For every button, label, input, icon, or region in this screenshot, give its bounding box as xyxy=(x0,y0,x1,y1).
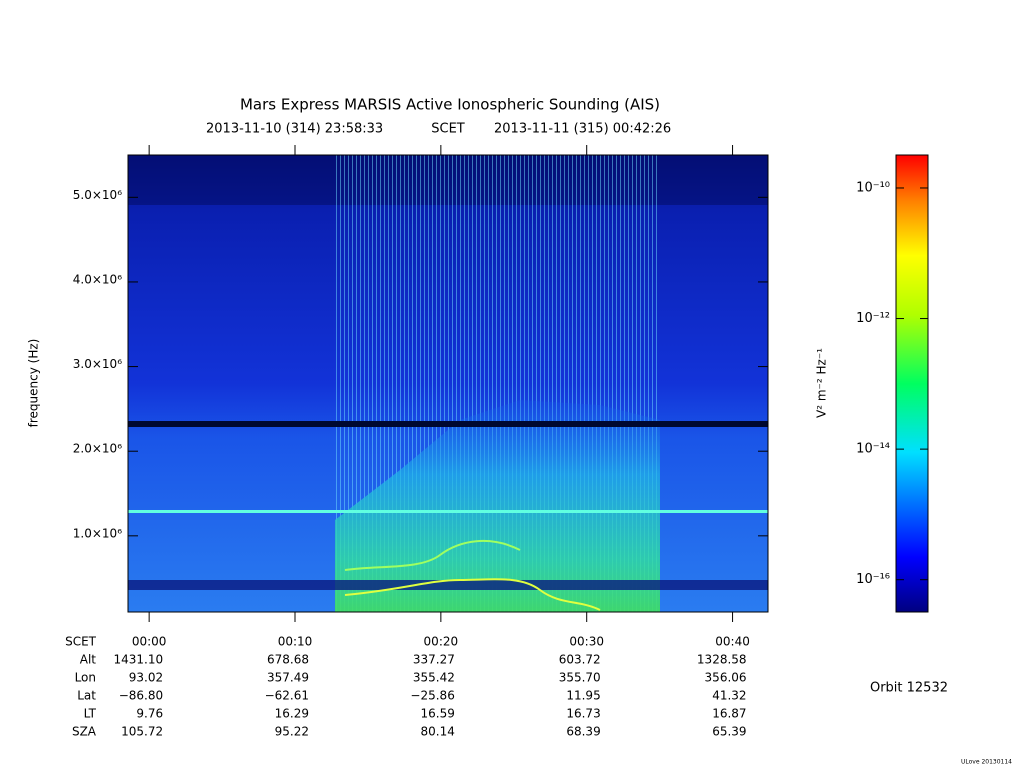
ephemeris-value: 337.27 xyxy=(413,653,455,667)
ephemeris-value: 603.72 xyxy=(559,653,601,667)
plot-frame xyxy=(127,154,769,613)
ephemeris-value: 1328.58 xyxy=(697,653,747,667)
ephemeris-label: SCET xyxy=(65,635,97,649)
ephemeris-value: 355.70 xyxy=(559,671,601,685)
ephemeris-label: Lon xyxy=(75,671,96,685)
ephemeris-value: 16.87 xyxy=(712,707,746,721)
ephemeris-value: 41.32 xyxy=(712,689,746,703)
start-time: 2013-11-10 (314) 23:58:33 xyxy=(206,122,383,137)
credit: ULove 20130114 xyxy=(961,759,1012,766)
ephemeris-value: 678.68 xyxy=(267,653,309,667)
colorbar-tick-label: 10⁻¹⁶ xyxy=(856,572,890,587)
ephemeris-label: SZA xyxy=(72,725,97,739)
ephemeris-value: 80.14 xyxy=(420,725,454,739)
x-tick-label: 00:00 xyxy=(132,635,167,649)
ephemeris-value: 16.73 xyxy=(566,707,600,721)
ephemeris-value: 105.72 xyxy=(121,725,163,739)
ephemeris-label: LT xyxy=(84,707,97,721)
x-tick-label: 00:30 xyxy=(569,635,604,649)
x-tick-label: 00:10 xyxy=(278,635,313,649)
colorbar-label: V² m⁻² Hz⁻¹ xyxy=(815,348,829,418)
chart-title: Mars Express MARSIS Active Ionospheric S… xyxy=(240,96,660,114)
x-tick-label: 00:20 xyxy=(424,635,459,649)
y-tick-label: 1.0×10⁶ xyxy=(73,526,122,540)
ephemeris-value: 1431.10 xyxy=(114,653,164,667)
ephemeris-label: Alt xyxy=(80,653,97,667)
y-tick-label: 4.0×10⁶ xyxy=(73,272,122,286)
ephemeris-value: 356.06 xyxy=(705,671,747,685)
time-system: SCET xyxy=(431,122,465,137)
colorbar-tick-label: 10⁻¹⁰ xyxy=(856,180,890,195)
y-tick-label: 5.0×10⁶ xyxy=(73,188,122,202)
ephemeris-value: 9.76 xyxy=(136,707,163,721)
ephemeris-value: 93.02 xyxy=(129,671,163,685)
colorbar-tick-label: 10⁻¹² xyxy=(856,311,890,326)
ephemeris-value: 16.59 xyxy=(420,707,454,721)
x-tick-label: 00:40 xyxy=(715,635,750,649)
ephemeris-value: 95.22 xyxy=(275,725,309,739)
colorbar xyxy=(895,154,929,613)
end-time: 2013-11-11 (315) 00:42:26 xyxy=(494,122,671,137)
ephemeris-value: 65.39 xyxy=(712,725,746,739)
ephemeris-value: 355.42 xyxy=(413,671,455,685)
ephemeris-value: 357.49 xyxy=(267,671,309,685)
ephemeris-value: −86.80 xyxy=(119,689,163,703)
ephemeris-value: −62.61 xyxy=(265,689,309,703)
y-tick-label: 2.0×10⁶ xyxy=(73,442,122,456)
ephemeris-value: 68.39 xyxy=(566,725,600,739)
y-axis-label: frequency (Hz) xyxy=(27,339,41,428)
y-tick-label: 3.0×10⁶ xyxy=(73,357,122,371)
spectrogram-image xyxy=(128,155,768,612)
ephemeris-value: 16.29 xyxy=(275,707,309,721)
ephemeris-value: 11.95 xyxy=(566,689,600,703)
orbit-label: Orbit 12532 xyxy=(870,681,948,696)
ephemeris-value: −25.86 xyxy=(410,689,454,703)
colorbar-tick-label: 10⁻¹⁴ xyxy=(856,442,890,457)
ephemeris-label: Lat xyxy=(77,689,96,703)
